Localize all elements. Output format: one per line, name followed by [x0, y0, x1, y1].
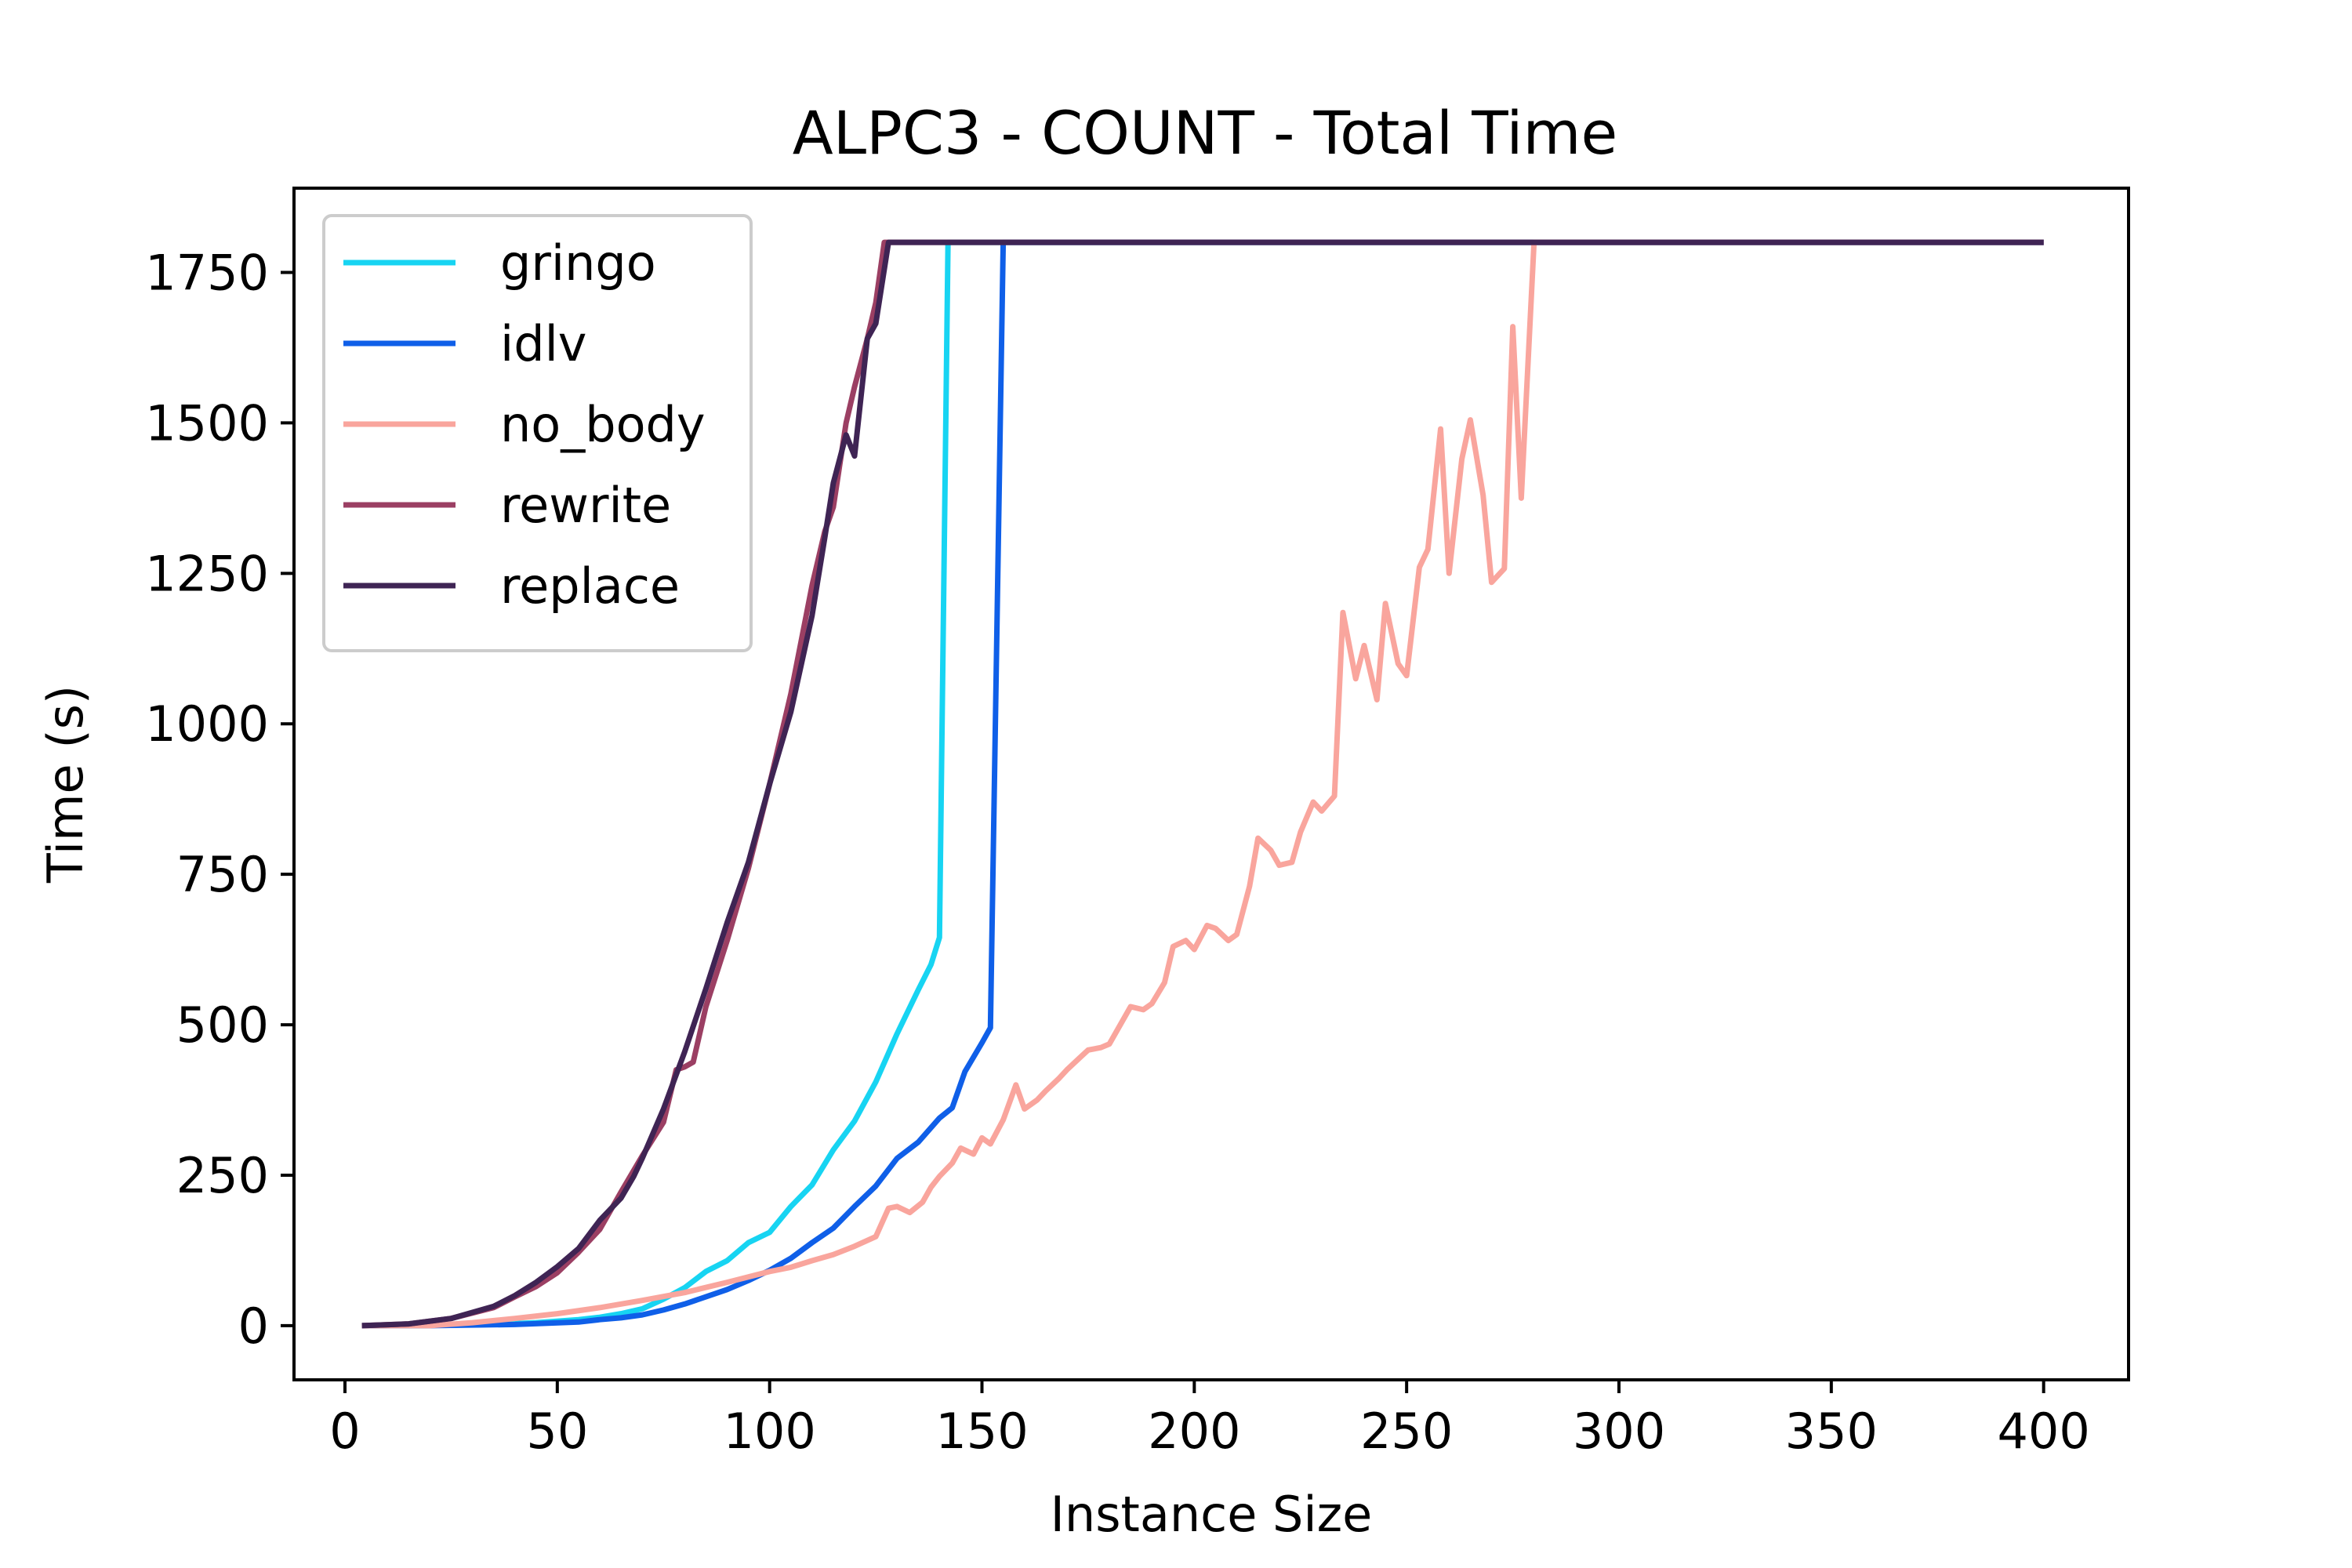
y-tick-label: 1500: [145, 394, 269, 452]
y-tick-label: 1250: [145, 545, 269, 602]
x-tick-label: 0: [329, 1403, 360, 1460]
x-axis-label: Instance Size: [1051, 1486, 1373, 1543]
x-tick-label: 400: [1997, 1403, 2089, 1460]
x-tick-label: 350: [1785, 1403, 1878, 1460]
series-line-replace: [361, 239, 2044, 1329]
legend-label-idlv: idlv: [500, 315, 587, 372]
y-tick-label: 250: [176, 1147, 269, 1204]
y-axis: 0 250 500 750 1000 1250 1500 1750: [145, 244, 294, 1355]
chart-title: ALPC3 - COUNT - Total Time: [793, 98, 1618, 168]
y-tick-label: 1750: [145, 244, 269, 301]
series-layer: [361, 239, 2044, 1329]
series-line-no-body: [361, 239, 2044, 1329]
legend-label-rewrite: rewrite: [500, 477, 671, 534]
x-tick-label: 150: [935, 1403, 1028, 1460]
legend-label-gringo: gringo: [500, 234, 656, 292]
x-tick-label: 250: [1360, 1403, 1453, 1460]
x-tick-label: 100: [723, 1403, 815, 1460]
x-tick-label: 50: [526, 1403, 588, 1460]
legend-label-replace: replace: [500, 557, 680, 615]
legend-label-no-body: no_body: [500, 396, 706, 453]
y-tick-label: 0: [238, 1298, 269, 1355]
y-tick-label: 750: [176, 846, 269, 903]
x-tick-label: 200: [1148, 1403, 1240, 1460]
y-axis-label: Time (s): [37, 685, 94, 884]
legend-box: [322, 214, 753, 652]
x-tick-label: 300: [1573, 1403, 1665, 1460]
plot-frame: [292, 187, 2130, 1381]
y-tick-label: 1000: [145, 695, 269, 753]
y-tick-label: 500: [176, 996, 269, 1054]
x-axis: 0 50 100 150 200 250 300 350 400: [329, 1380, 2090, 1460]
